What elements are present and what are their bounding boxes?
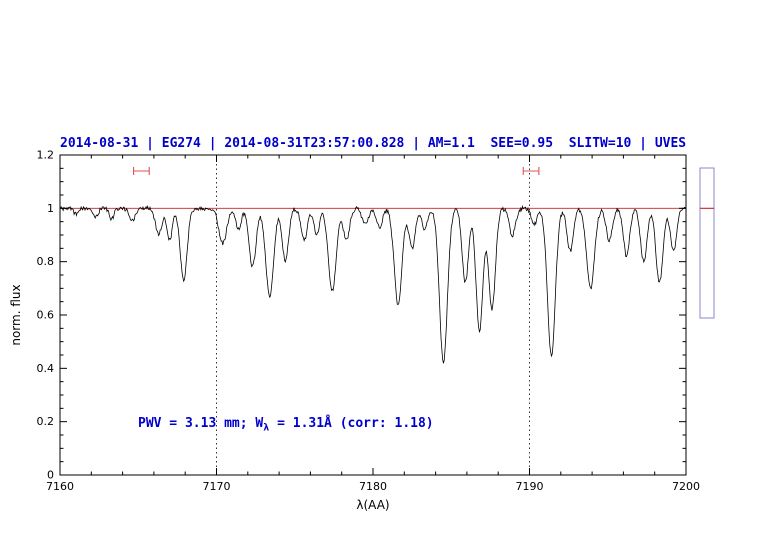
y-tick-label: 0.4 [37,362,55,375]
range-marker [522,167,540,175]
pwv-annotation-post: = 1.31Å (corr: 1.18) [269,416,434,431]
y-tick-label: 1.2 [37,149,55,162]
pwv-annotation: PWV = 3.13 mm; Wλ = 1.31Å (corr: 1.18) [138,416,434,434]
x-tick-label: 7190 [516,480,544,493]
y-tick-label: 1 [47,202,54,215]
x-tick-label: 7160 [46,480,74,493]
range-marker [133,167,150,175]
y-tick-label: 0.8 [37,255,55,268]
y-axis-label: norm. flux [9,284,23,346]
y-tick-label: 0 [47,469,54,482]
pwv-annotation-pre: PWV = 3.13 mm; W [138,416,264,431]
x-tick-label: 7180 [359,480,387,493]
pwv-annotation-sub: λ [263,422,270,434]
x-tick-label: 7200 [672,480,700,493]
y-tick-label: 0.2 [37,415,55,428]
right-inset-bar [699,167,715,319]
x-axis-label: λ(AA) [356,498,390,512]
x-tick-label: 7170 [203,480,231,493]
plot-title: 2014-08-31 | EG274 | 2014-08-31T23:57:00… [60,136,687,151]
y-tick-label: 0.6 [37,309,55,322]
spectrum-trace [59,204,687,364]
